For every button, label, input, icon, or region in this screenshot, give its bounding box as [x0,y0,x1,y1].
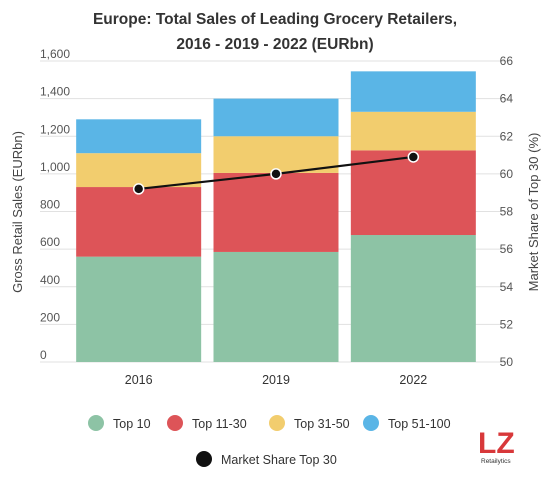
legend-label: Market Share Top 30 [221,453,337,467]
y2-tick-label: 64 [500,92,514,106]
bar-segment [213,251,339,362]
y-tick-label: 600 [40,235,60,249]
y-tick-label: 200 [40,310,60,324]
bar-segment [350,71,476,112]
bar-segment [213,98,339,137]
bars [76,71,476,362]
y2-tick-label: 50 [500,355,514,369]
bar-segment [350,111,476,151]
bar-segment [76,256,202,362]
y-tick-label: 0 [40,348,47,362]
legend-label: Top 51-100 [388,417,451,431]
line-point [132,183,145,195]
chart-title-line-2: 2016 - 2019 - 2022 (EURbn) [176,36,373,53]
legend-swatch [269,415,285,431]
x-axis-ticks: 2016 2019 2022 [125,373,428,387]
legend-swatch-line [196,451,212,467]
x-tick-label: 2016 [125,373,153,387]
legend-swatch [88,415,104,431]
legend-label: Top 31-50 [294,417,350,431]
chart-title-line-1: Europe: Total Sales of Leading Grocery R… [93,11,457,28]
legend: Top 10 Top 11-30 Top 31-50 Top 51-100 Market… [88,415,451,467]
bar-segment [76,119,202,154]
x-tick-label: 2019 [262,373,290,387]
y2-tick-label: 58 [500,205,514,219]
y2-axis-label: Market Share of Top 30 (%) [526,133,541,292]
legend-label: Top 10 [113,417,151,431]
y2-tick-label: 66 [500,54,514,68]
bar-segment [76,153,202,188]
y-tick-label: 1,000 [40,160,70,174]
y-tick-label: 1,200 [40,122,70,136]
retailytics-logo: LZ Retailytics [478,427,515,465]
y-tick-label: 800 [40,198,60,212]
y-tick-label: 400 [40,273,60,287]
y-axis-label: Gross Retail Sales (EURbn) [10,131,25,293]
legend-swatch [167,415,183,431]
line-point [270,168,282,180]
bar-segment [350,235,476,362]
y-tick-label: 1,400 [40,85,70,99]
line-point [407,151,420,163]
logo-text: LZ [478,427,515,460]
y2-tick-label: 56 [500,242,514,256]
x-tick-label: 2022 [399,373,427,387]
bar-segment [213,172,339,252]
y2-tick-label: 54 [500,280,514,294]
y2-axis-ticks: 50 52 54 56 58 60 62 64 66 [500,54,514,369]
y2-tick-label: 52 [500,317,514,331]
y-axis-ticks: 0 200 400 600 800 1,000 1,200 1,400 1,600 [40,47,70,362]
legend-label: Top 11-30 [192,417,247,431]
market-share-line [132,151,420,195]
y2-tick-label: 62 [500,129,514,143]
bar-segment [350,150,476,236]
bar-segment [76,187,202,257]
bar-segment [213,136,339,173]
legend-swatch [363,415,379,431]
logo-subtext: Retailytics [481,458,511,465]
y-tick-label: 1,600 [40,47,70,61]
y2-tick-label: 60 [500,167,514,181]
